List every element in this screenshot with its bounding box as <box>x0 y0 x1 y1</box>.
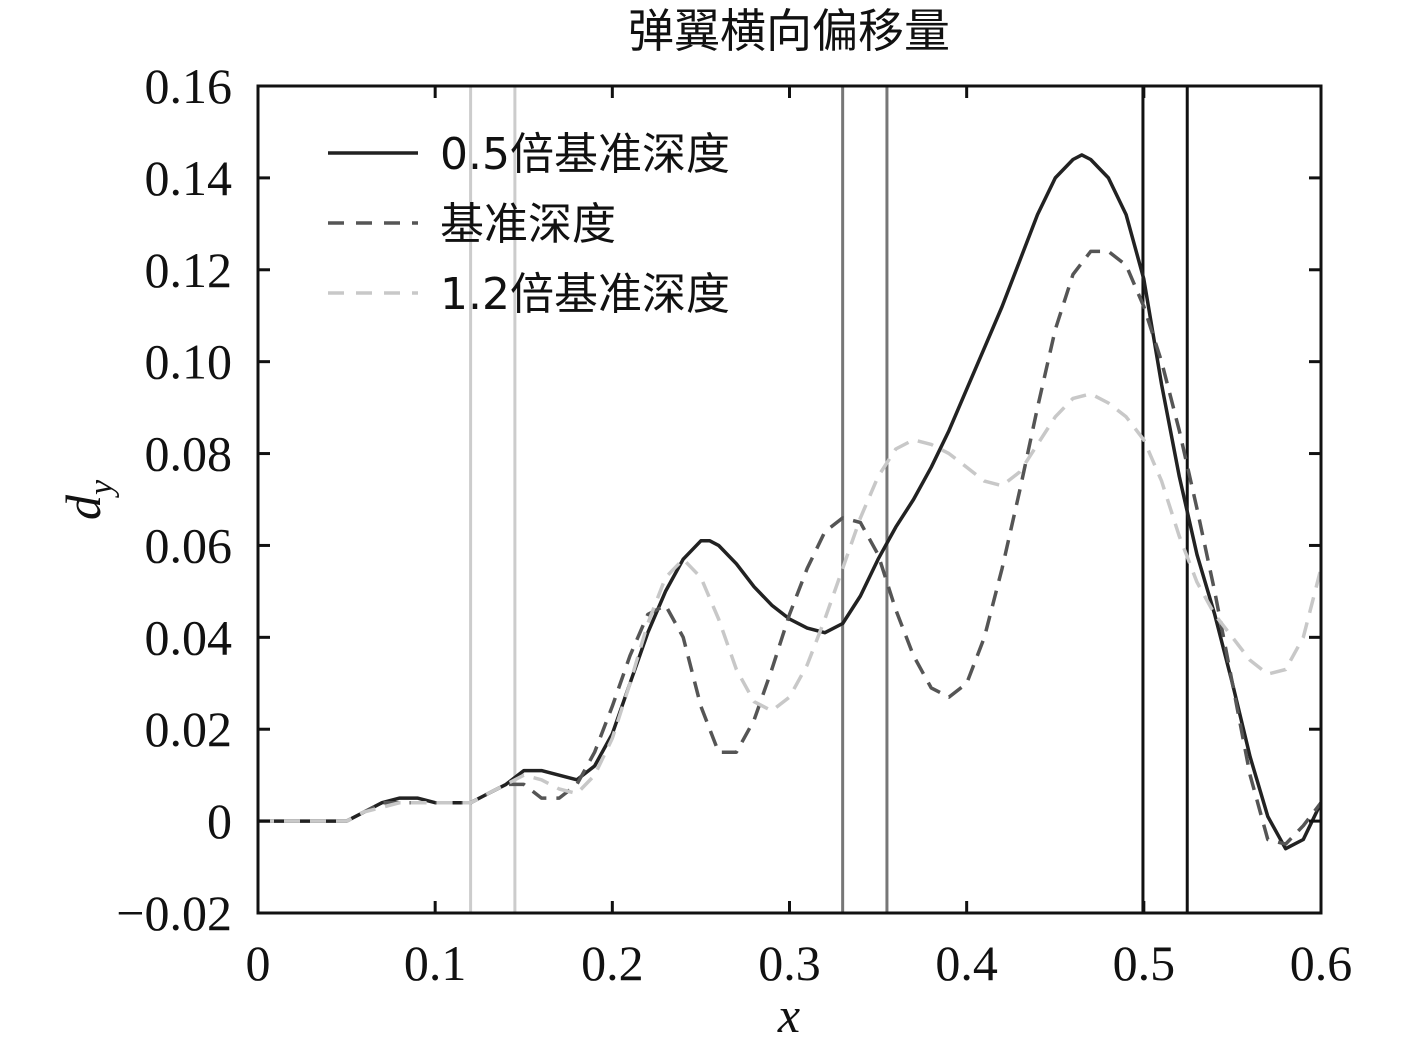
series-line-1 <box>258 249 1323 846</box>
svg-text:dy: dy <box>55 479 120 520</box>
y-axis-label-main: d <box>55 494 111 520</box>
legend-label-1: 基准深度 <box>440 199 616 250</box>
x-tick-label-3: 0.3 <box>758 935 821 991</box>
y-tick-label-6: 0.10 <box>145 334 233 390</box>
x-tick-label-4: 0.4 <box>935 935 998 991</box>
y-axis-label-sub: y <box>83 479 120 498</box>
x-tick-label-2: 0.2 <box>581 935 644 991</box>
x-axis-label: x <box>777 987 800 1037</box>
x-tick-label-0: 0 <box>246 935 271 991</box>
x-tick-label-5: 0.5 <box>1113 935 1176 991</box>
chart-title: 弹翼横向偏移量 <box>628 4 950 58</box>
y-tick-label-7: 0.12 <box>145 242 233 298</box>
y-tick-label-3: 0.04 <box>145 609 233 665</box>
x-tick-labels: 0 0.1 0.2 0.3 0.4 0.5 0.6 <box>246 935 1353 991</box>
y-tick-label-0: −0.02 <box>116 885 232 941</box>
y-tick-label-4: 0.06 <box>145 517 233 573</box>
series-line-0 <box>258 153 1323 851</box>
x-tick-label-6: 0.6 <box>1290 935 1353 991</box>
x-tick-label-1: 0.1 <box>404 935 467 991</box>
y-tick-label-2: 0.02 <box>145 701 233 757</box>
y-tick-label-1: 0 <box>207 793 232 849</box>
y-tick-label-9: 0.16 <box>145 58 233 114</box>
y-axis-label: dy <box>55 479 120 520</box>
axis-ticks <box>256 84 1323 915</box>
legend-label-2: 1.2倍基准深度 <box>440 269 730 320</box>
series-line-2 <box>258 392 1323 823</box>
y-tick-label-8: 0.14 <box>145 150 233 206</box>
legend-label-0: 0.5倍基准深度 <box>440 129 730 180</box>
plot-frame <box>256 84 1323 915</box>
vertical-markers <box>469 86 1189 913</box>
y-tick-labels: −0.02 0 0.02 0.04 0.06 0.08 0.10 0.12 0.14 0.16 <box>116 58 232 941</box>
y-tick-label-5: 0.08 <box>145 426 233 482</box>
series-lines <box>258 153 1323 851</box>
